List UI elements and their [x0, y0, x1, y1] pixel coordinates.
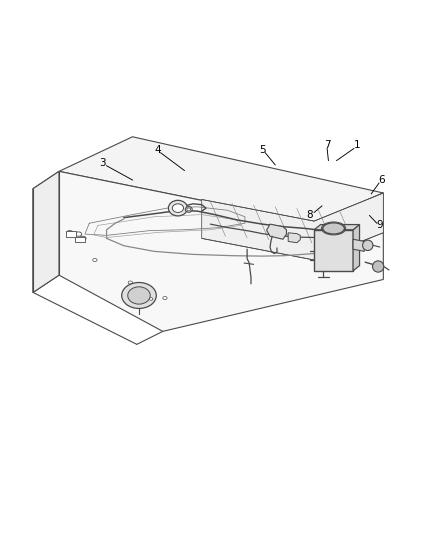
Text: 6: 6 — [378, 175, 385, 185]
Polygon shape — [288, 233, 300, 243]
Ellipse shape — [93, 259, 97, 262]
Text: 7: 7 — [324, 140, 330, 150]
Polygon shape — [314, 224, 360, 230]
Ellipse shape — [185, 207, 192, 212]
Polygon shape — [353, 224, 360, 271]
Ellipse shape — [372, 261, 384, 272]
Ellipse shape — [75, 232, 82, 236]
Polygon shape — [59, 137, 383, 223]
Ellipse shape — [122, 282, 156, 309]
Ellipse shape — [67, 231, 73, 235]
Text: 1: 1 — [354, 140, 361, 150]
Polygon shape — [33, 172, 59, 293]
Polygon shape — [59, 172, 383, 332]
Polygon shape — [314, 230, 353, 271]
Polygon shape — [33, 172, 59, 293]
Text: 3: 3 — [99, 158, 106, 168]
Text: 8: 8 — [307, 211, 313, 221]
Ellipse shape — [128, 287, 150, 304]
Text: 5: 5 — [259, 145, 265, 155]
Ellipse shape — [163, 296, 167, 300]
Ellipse shape — [80, 236, 86, 240]
Text: 9: 9 — [377, 221, 383, 230]
Polygon shape — [202, 193, 383, 260]
Ellipse shape — [168, 200, 187, 216]
Ellipse shape — [187, 208, 191, 211]
Ellipse shape — [128, 281, 133, 284]
Polygon shape — [353, 239, 364, 252]
Text: 4: 4 — [154, 145, 161, 155]
Polygon shape — [267, 224, 286, 239]
Ellipse shape — [172, 204, 184, 213]
FancyBboxPatch shape — [66, 231, 76, 237]
FancyBboxPatch shape — [75, 237, 85, 242]
Ellipse shape — [363, 240, 373, 251]
Ellipse shape — [323, 223, 344, 234]
Ellipse shape — [149, 297, 153, 300]
